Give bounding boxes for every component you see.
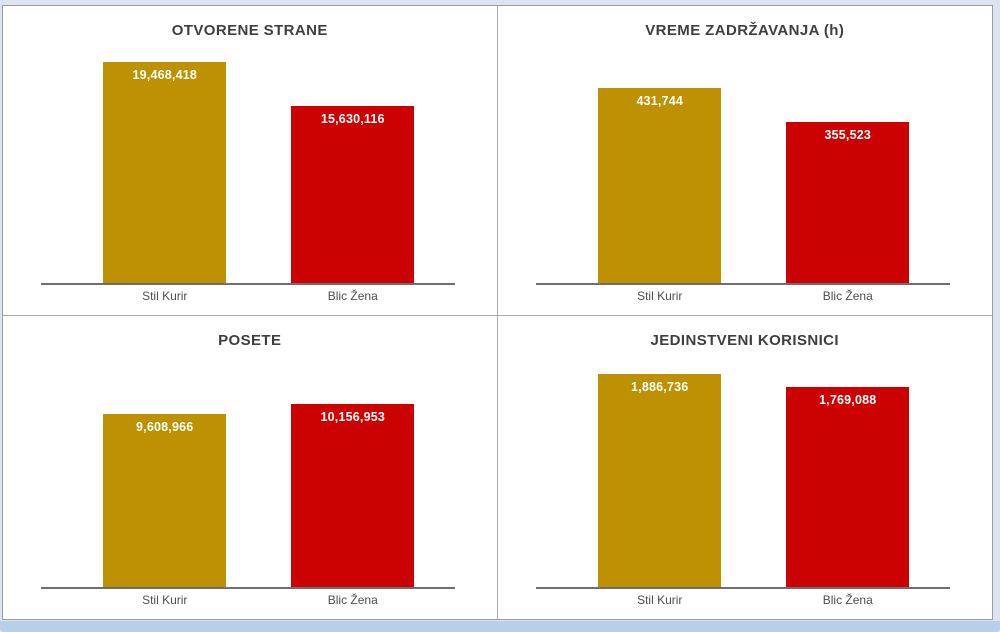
chart-title-jedinstveni-korisnici: JEDINSTVENI KORISNICI	[650, 332, 839, 349]
x-axis-label-stil-kurir: Stil Kurir	[142, 289, 188, 303]
plot-area: 9,608,966 10,156,953 Stil Kurir Blic Žen…	[41, 404, 455, 607]
bar-value-label: 9,608,966	[136, 420, 194, 434]
bar-value-label: 431,744	[636, 94, 684, 108]
x-axis-label-blic-zena: Blic Žena	[327, 289, 378, 303]
bar-stil-kurir[interactable]: 19,468,418	[103, 62, 227, 283]
chart-panel-vreme-zadrzavanja: VREME ZADRŽAVANJA (h) 431,744 355,523 St…	[497, 6, 992, 316]
plot-area: 1,886,736 1,769,088 Stil Kurir Blic Žena	[535, 374, 950, 607]
bar-value-label: 19,468,418	[132, 68, 198, 82]
bar-blic-zena[interactable]: 10,156,953	[291, 404, 415, 587]
x-axis-label-stil-kurir: Stil Kurir	[637, 593, 683, 607]
chart-panel-jedinstveni-korisnici: JEDINSTVENI KORISNICI 1,886,736 1,769,08…	[498, 316, 993, 619]
plot-area: 431,744 355,523 Stil Kurir Blic Žena	[535, 88, 950, 303]
x-axis-labels: Stil Kurir Blic Žena	[41, 593, 455, 607]
x-axis-label-stil-kurir: Stil Kurir	[142, 593, 188, 607]
x-axis-label-blic-zena: Blic Žena	[822, 289, 873, 303]
x-axis-label-stil-kurir: Stil Kurir	[637, 289, 683, 303]
bar-stil-kurir[interactable]: 431,744	[598, 88, 722, 283]
page-bottom-strip	[0, 621, 1000, 632]
x-axis-label-blic-zena: Blic Žena	[822, 593, 873, 607]
bar-stil-kurir[interactable]: 1,886,736	[598, 374, 722, 587]
bar-blic-zena[interactable]: 15,630,116	[291, 106, 415, 283]
chart-title-otvorene-strane: OTVORENE STRANE	[171, 22, 328, 39]
bar-value-label: 1,769,088	[819, 393, 877, 407]
chart-title-vreme-zadrzavanja: VREME ZADRŽAVANJA (h)	[645, 22, 845, 39]
bar-value-label: 355,523	[824, 128, 872, 142]
chart-title-posete: POSETE	[218, 332, 282, 349]
chart-panel-otvorene-strane: OTVORENE STRANE 19,468,418 15,630,116 St…	[3, 6, 498, 316]
bar-blic-zena[interactable]: 355,523	[786, 122, 910, 283]
x-axis-label-blic-zena: Blic Žena	[327, 593, 378, 607]
x-axis-labels: Stil Kurir Blic Žena	[536, 593, 951, 607]
chart-board: OTVORENE STRANE 19,468,418 15,630,116 St…	[2, 5, 993, 620]
chart-panel-posete: POSETE 9,608,966 10,156,953 Stil Kurir B…	[3, 316, 498, 619]
x-axis-labels: Stil Kurir Blic Žena	[536, 289, 951, 303]
plot-area: 19,468,418 15,630,116 Stil Kurir Blic Že…	[41, 62, 455, 303]
bar-value-label: 1,886,736	[631, 380, 689, 394]
bar-blic-zena[interactable]: 1,769,088	[786, 387, 910, 587]
bar-stil-kurir[interactable]: 9,608,966	[103, 414, 227, 587]
bar-value-label: 10,156,953	[320, 410, 386, 424]
x-axis-labels: Stil Kurir Blic Žena	[41, 289, 455, 303]
bar-value-label: 15,630,116	[320, 112, 385, 126]
